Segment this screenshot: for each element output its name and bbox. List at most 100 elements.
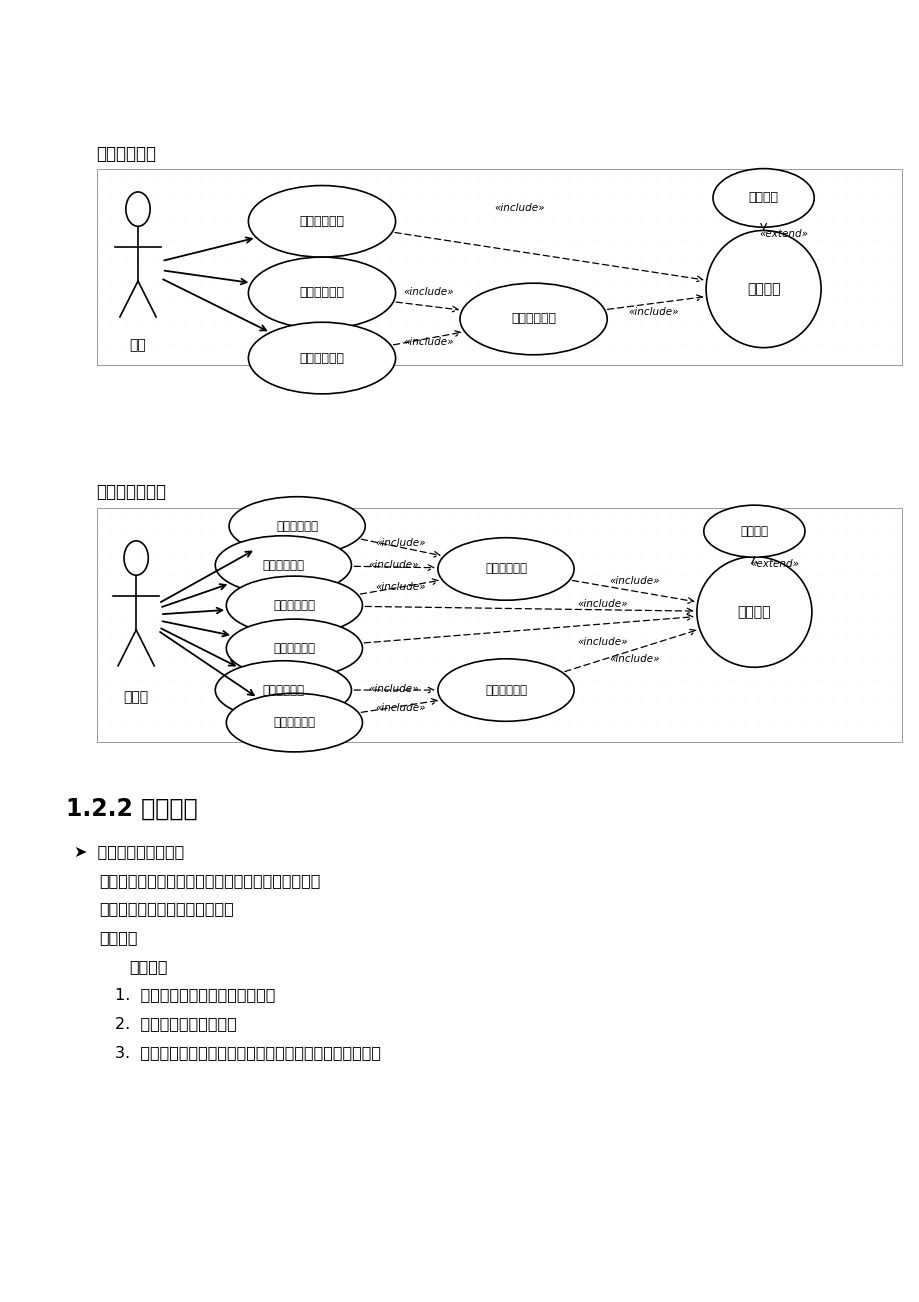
Point (677, 292, 692, 312)
Point (883, 523, 898, 544)
Point (295, 669, 310, 690)
Point (516, 333, 530, 354)
Point (780, 208, 795, 229)
Point (618, 333, 633, 354)
Point (221, 187, 236, 208)
Point (545, 271, 560, 292)
Point (339, 354, 354, 375)
Point (883, 690, 898, 711)
Point (104, 312, 119, 333)
Point (677, 648, 692, 669)
Text: 教师用例图：: 教师用例图： (96, 145, 156, 163)
Text: 3.  系统检查用户的账户是否有效，检查密码与账户是否匹配: 3. 系统检查用户的账户是否有效，检查密码与账户是否匹配 (115, 1044, 380, 1060)
Point (589, 690, 604, 711)
Point (251, 354, 266, 375)
Point (89, 565, 104, 586)
Point (413, 167, 427, 187)
Point (295, 544, 310, 565)
Point (177, 229, 192, 250)
Point (824, 208, 839, 229)
Point (824, 271, 839, 292)
Point (457, 167, 471, 187)
Point (648, 669, 663, 690)
Point (398, 333, 413, 354)
Point (545, 648, 560, 669)
Point (104, 607, 119, 628)
Text: «include»: «include» (628, 307, 677, 318)
Point (133, 292, 148, 312)
Point (648, 333, 663, 354)
Point (324, 607, 339, 628)
Point (236, 187, 251, 208)
Point (589, 250, 604, 271)
Point (839, 565, 854, 586)
Point (471, 271, 486, 292)
Point (295, 187, 310, 208)
Point (442, 292, 457, 312)
Point (707, 565, 721, 586)
Point (604, 565, 618, 586)
Point (383, 648, 398, 669)
Point (663, 732, 677, 753)
Point (89, 503, 104, 523)
Point (633, 271, 648, 292)
Ellipse shape (229, 497, 365, 555)
Point (207, 292, 221, 312)
Point (221, 312, 236, 333)
Point (339, 333, 354, 354)
Point (707, 333, 721, 354)
Point (721, 187, 736, 208)
Point (104, 354, 119, 375)
Point (104, 586, 119, 607)
Point (560, 732, 574, 753)
Point (177, 333, 192, 354)
Point (883, 628, 898, 648)
Point (442, 732, 457, 753)
Point (221, 648, 236, 669)
Point (251, 628, 266, 648)
Point (221, 167, 236, 187)
Point (766, 586, 780, 607)
Point (751, 711, 766, 732)
Point (207, 503, 221, 523)
Point (824, 565, 839, 586)
Point (457, 333, 471, 354)
Point (604, 628, 618, 648)
Point (163, 690, 177, 711)
Point (736, 354, 751, 375)
Point (780, 565, 795, 586)
Point (354, 669, 369, 690)
Point (177, 208, 192, 229)
Point (574, 607, 589, 628)
Text: 删除学生信息: 删除学生信息 (273, 599, 315, 612)
Point (398, 292, 413, 312)
Point (89, 544, 104, 565)
Point (574, 187, 589, 208)
Point (530, 669, 545, 690)
Point (339, 271, 354, 292)
Point (295, 503, 310, 523)
Point (795, 648, 810, 669)
Point (486, 607, 501, 628)
Point (663, 167, 677, 187)
Point (604, 669, 618, 690)
Point (89, 711, 104, 732)
Point (868, 565, 883, 586)
Ellipse shape (226, 620, 362, 677)
Text: «include»: «include» (577, 637, 627, 647)
Point (501, 354, 516, 375)
Point (266, 208, 280, 229)
Point (766, 565, 780, 586)
Point (427, 628, 442, 648)
Point (266, 690, 280, 711)
Point (530, 628, 545, 648)
Point (604, 292, 618, 312)
Point (457, 732, 471, 753)
Point (633, 607, 648, 628)
Point (471, 354, 486, 375)
Point (692, 503, 707, 523)
Point (369, 711, 383, 732)
Point (310, 669, 324, 690)
Point (766, 669, 780, 690)
Point (177, 292, 192, 312)
